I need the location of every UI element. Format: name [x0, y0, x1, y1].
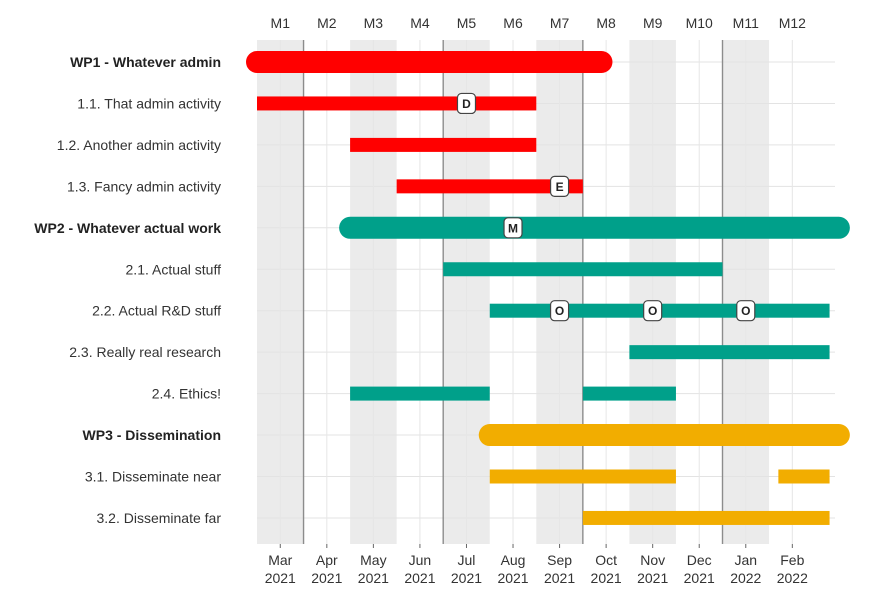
date-tick-month: Sep — [547, 552, 572, 568]
task-bar — [257, 96, 537, 111]
milestone-box — [736, 300, 756, 322]
month-tick-label: M6 — [503, 15, 523, 31]
milestone-marker: M — [503, 217, 523, 239]
date-tick-year: 2022 — [730, 570, 761, 586]
milestone-marker: O — [736, 300, 756, 322]
work-package-label: WP2 - Whatever actual work — [34, 220, 221, 236]
task-labels: WP1 - Whatever admin 1.1. That admin acti… — [34, 54, 221, 526]
date-tick-year: 2021 — [358, 570, 389, 586]
date-tick-year: 2021 — [497, 570, 528, 586]
milestone-label: O — [741, 304, 750, 318]
month-tick-label: M9 — [643, 15, 663, 31]
task-label: 1.3. Fancy admin activity — [67, 178, 221, 194]
date-tick-month: Mar — [268, 552, 292, 568]
task-bar — [629, 345, 830, 360]
date-tick-month: Oct — [595, 552, 617, 568]
month-tick-label: M4 — [410, 15, 430, 31]
date-tick-year: 2022 — [777, 570, 808, 586]
task-bar — [396, 179, 583, 194]
month-tick-label: M5 — [457, 15, 477, 31]
task-label: 1.1. That admin activity — [77, 95, 221, 111]
task-bar — [778, 469, 830, 484]
date-tick-month: May — [360, 552, 386, 568]
date-tick-month: Jul — [458, 552, 476, 568]
date-tick-year: 2021 — [311, 570, 342, 586]
task-bar — [582, 386, 676, 401]
milestone-box — [456, 92, 477, 115]
date-tick-month: Feb — [780, 552, 804, 568]
task-label: 3.2. Disseminate far — [97, 510, 222, 526]
date-tick-month: Jan — [734, 552, 757, 568]
date-tick-month: Jun — [409, 552, 432, 568]
task-bar — [350, 137, 537, 152]
milestone-marker: D — [456, 92, 477, 115]
month-tick-label: M10 — [686, 15, 713, 31]
milestone-box — [503, 217, 523, 239]
work-package-bar — [339, 216, 850, 239]
date-tick-year: 2021 — [544, 570, 575, 586]
date-tick-year: 2021 — [265, 570, 296, 586]
work-package-label: WP3 - Dissemination — [83, 427, 221, 443]
milestone-box — [643, 300, 663, 322]
task-label: 3.1. Disseminate near — [85, 469, 222, 485]
top-month-axis: M1 M2 M3 M4 M5 M6 M7 M8 M9 M10 M11 M12 — [271, 15, 807, 31]
milestone-label: D — [462, 97, 471, 111]
milestone-label: O — [648, 304, 657, 318]
date-tick-year: 2021 — [404, 570, 435, 586]
date-tick-month: Nov — [640, 552, 665, 568]
month-tick-label: M1 — [271, 15, 291, 31]
milestone-label: E — [556, 180, 564, 194]
milestone-marker: E — [549, 175, 570, 197]
work-package-bar — [478, 424, 850, 447]
milestone-marker: O — [643, 300, 663, 322]
task-label: 1.2. Another admin activity — [57, 137, 221, 153]
task-label: 2.4. Ethics! — [152, 386, 221, 402]
date-tick-month: Apr — [316, 552, 338, 568]
month-tick-label: M2 — [317, 15, 337, 31]
period-dividers — [302, 40, 724, 544]
task-bar — [443, 262, 723, 277]
date-tick-month: Dec — [687, 552, 712, 568]
task-bar — [489, 469, 676, 484]
date-tick-year: 2021 — [451, 570, 482, 586]
milestone-label: O — [555, 304, 564, 318]
date-tick-year: 2021 — [637, 570, 668, 586]
task-bar — [350, 386, 490, 401]
work-package-label: WP1 - Whatever admin — [70, 54, 221, 70]
milestone-box — [549, 175, 570, 197]
month-tick-label: M8 — [596, 15, 616, 31]
milestone-label: M — [508, 221, 518, 235]
date-tick-year: 2021 — [684, 570, 715, 586]
milestone-marker: O — [549, 300, 570, 322]
month-tick-label: M11 — [733, 15, 759, 31]
date-tick-year: 2021 — [591, 570, 622, 586]
work-package-bar — [246, 51, 613, 73]
task-label: 2.2. Actual R&D stuff — [92, 303, 221, 319]
milestone-box — [549, 300, 570, 322]
task-bar — [582, 510, 830, 525]
task-label: 2.3. Really real research — [69, 344, 221, 360]
bottom-date-axis: Mar 2021 Apr 2021 May 2021 Jun 2021 Jul 2021 Aug 20… — [265, 544, 808, 586]
task-label: 2.1. Actual stuff — [126, 261, 222, 277]
month-tick-label: M3 — [364, 15, 384, 31]
milestone-markers: D E M O O O — [456, 92, 756, 322]
date-tick-month: Aug — [501, 552, 526, 568]
month-tick-label: M12 — [779, 15, 806, 31]
month-tick-label: M7 — [550, 15, 570, 31]
